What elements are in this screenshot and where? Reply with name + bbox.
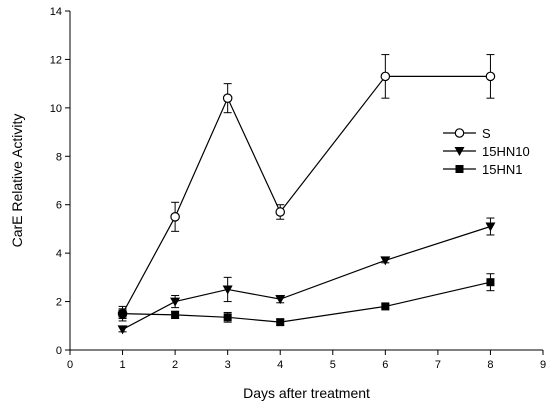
legend-label: S <box>482 126 491 141</box>
data-point <box>118 309 127 318</box>
legend-item-15HN1: 15HN1 <box>443 162 522 177</box>
x-tick-label: 0 <box>67 359 73 371</box>
series-15HN10 <box>117 217 496 335</box>
y-tick-label: 10 <box>50 103 62 115</box>
y-tick-label: 6 <box>56 200 62 212</box>
x-tick-label: 7 <box>435 359 441 371</box>
data-point <box>275 295 286 305</box>
y-tick-label: 2 <box>56 297 62 309</box>
x-tick-label: 1 <box>119 359 125 371</box>
series-S <box>117 54 496 320</box>
y-tick-label: 8 <box>56 151 62 163</box>
data-point <box>485 222 496 232</box>
data-point <box>170 297 181 307</box>
y-tick-label: 12 <box>50 54 62 66</box>
data-point <box>171 310 180 319</box>
legend-item-S: S <box>443 126 491 141</box>
data-point <box>222 285 233 295</box>
y-tick-label: 14 <box>50 6 62 18</box>
data-point <box>381 302 390 311</box>
x-tick-label: 2 <box>172 359 178 371</box>
x-tick-label: 5 <box>330 359 336 371</box>
series-line <box>122 75 491 314</box>
x-tick-label: 9 <box>540 359 546 371</box>
data-point <box>275 207 286 217</box>
x-tick-label: 6 <box>382 359 388 371</box>
data-point <box>223 313 232 322</box>
data-point <box>170 212 180 222</box>
data-point <box>276 318 285 327</box>
legend-item-15HN10: 15HN10 <box>443 144 530 159</box>
y-axis-title: CarE Relative Activity <box>9 114 25 248</box>
data-point <box>380 71 391 82</box>
x-tick-label: 8 <box>487 359 493 371</box>
x-axis-title: Days after treatment <box>243 385 370 401</box>
series-layer <box>117 54 496 335</box>
x-tick-label: 4 <box>277 359 283 371</box>
data-point <box>117 325 128 335</box>
legend: S 15HN10 15HN1 <box>443 126 530 177</box>
legend-marker <box>455 165 464 173</box>
series-line <box>122 281 491 323</box>
x-tick-label: 3 <box>225 359 231 371</box>
legend-marker <box>454 128 465 138</box>
data-point <box>485 71 496 82</box>
y-tick-label: 4 <box>56 248 62 260</box>
legend-label: 15HN10 <box>482 144 530 159</box>
legend-marker <box>454 147 465 156</box>
data-point <box>222 93 233 103</box>
data-point <box>486 278 495 287</box>
series-line <box>122 225 491 330</box>
y-tick-label: 0 <box>56 345 62 357</box>
series-15HN1 <box>118 273 495 327</box>
legend-label: 15HN1 <box>482 162 522 177</box>
data-point <box>380 256 391 266</box>
